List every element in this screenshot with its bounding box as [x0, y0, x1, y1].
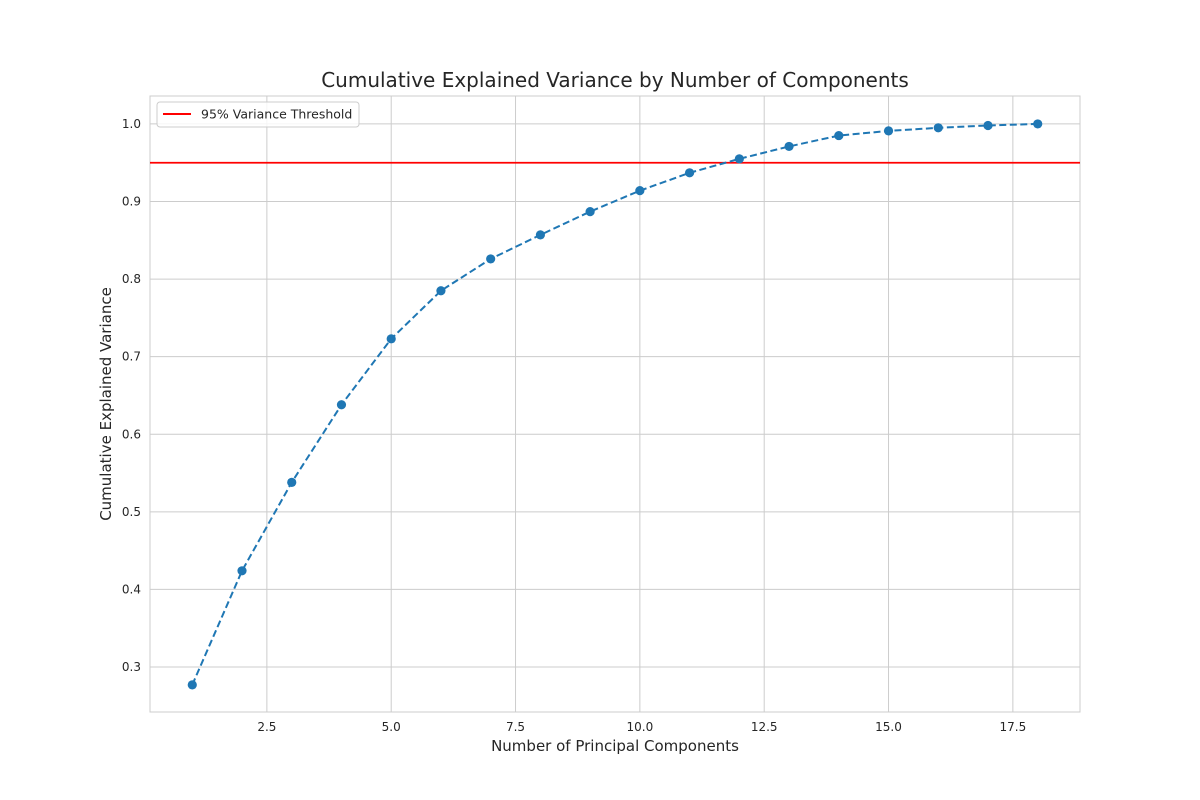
- series-layer: [187, 119, 1043, 690]
- data-point: [734, 154, 744, 164]
- y-tick-label: 0.7: [122, 350, 141, 364]
- data-point: [1033, 119, 1043, 129]
- x-tick-label: 7.5: [506, 720, 525, 734]
- x-tick-label: 15.0: [875, 720, 902, 734]
- data-point: [287, 477, 297, 487]
- y-tick-label: 1.0: [122, 117, 141, 131]
- data-point: [187, 680, 197, 690]
- data-point: [535, 230, 546, 240]
- data-point: [486, 254, 496, 264]
- data-point: [983, 120, 993, 131]
- y-tick-label: 0.4: [122, 582, 141, 596]
- data-point: [834, 130, 844, 141]
- x-tick-label: 17.5: [1000, 720, 1027, 734]
- data-point: [436, 286, 446, 296]
- data-point: [635, 186, 645, 196]
- series-line: [191, 122, 1038, 686]
- legend-threshold-label: 95% Variance Threshold: [201, 107, 352, 122]
- y-axis-label: Cumulative Explained Variance: [97, 287, 115, 521]
- y-tick-label: 0.9: [122, 195, 141, 209]
- data-point: [237, 566, 247, 576]
- data-point: [933, 123, 943, 133]
- y-tick-label: 0.8: [122, 272, 141, 286]
- y-tick-label: 0.6: [122, 427, 141, 441]
- x-tick-labels: 2.5 5.0 7.5 10.0 12.5 15.0 17.5: [257, 720, 1026, 734]
- data-point: [883, 126, 894, 136]
- y-tick-label: 0.5: [122, 505, 141, 519]
- data-point: [784, 141, 794, 152]
- legend-box: [156, 101, 360, 128]
- x-tick-label: 5.0: [382, 720, 401, 734]
- y-tick-labels: 0.3 0.4 0.5 0.6 0.7 0.8 0.9 1.0: [122, 117, 141, 674]
- plot-area-frame: [149, 95, 1081, 713]
- legend: 95% Variance Threshold: [156, 101, 360, 128]
- data-point: [585, 206, 595, 217]
- x-axis-label: Number of Principal Components: [491, 737, 739, 755]
- data-point: [684, 168, 695, 178]
- x-tick-label: 12.5: [751, 720, 778, 734]
- x-tick-label: 2.5: [257, 720, 276, 734]
- chart-title: Cumulative Explained Variance by Number …: [321, 68, 909, 92]
- data-point: [386, 334, 396, 344]
- data-point: [336, 400, 347, 410]
- y-tick-label: 0.3: [122, 660, 141, 674]
- x-tick-label: 10.0: [627, 720, 654, 734]
